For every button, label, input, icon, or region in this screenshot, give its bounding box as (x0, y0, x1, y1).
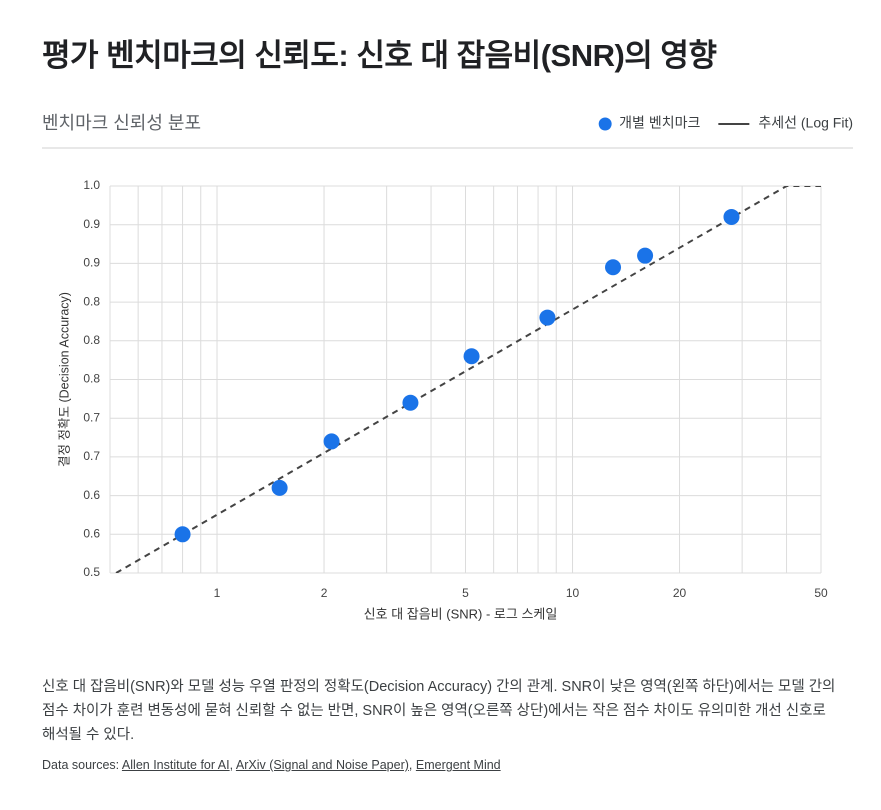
data-point (463, 348, 480, 365)
data-point (271, 479, 288, 496)
chart: 벤치마크 신뢰성 분포 0.5 0.6 0.6 0.7 0.7 0.8 0.8 0.8 0.9 0.… (42, 113, 853, 621)
data-point (402, 394, 419, 411)
y-tick-label: 0.8 (83, 333, 100, 347)
y-tick-label: 1.0 (83, 178, 100, 192)
source-link[interactable]: Emergent Mind (415, 758, 501, 772)
x-tick-label: 2 (321, 586, 328, 600)
x-tick-label: 5 (462, 586, 469, 600)
data-point (174, 526, 191, 543)
source-link[interactable]: ArXiv (Signal and Noise Paper) (235, 758, 409, 772)
sources-label: Data sources: (42, 758, 120, 772)
data-point (605, 259, 622, 276)
y-tick-label: 0.6 (83, 526, 100, 540)
x-axis-label: 신호 대 잡음비 (SNR) - 로그 스케일 (364, 606, 558, 621)
sources: Data sources: Allen Institute for AI, Ar… (42, 758, 501, 772)
data-point (723, 208, 740, 225)
y-tick-label: 0.6 (83, 488, 100, 502)
y-tick-label: 0.7 (83, 449, 100, 463)
data-point (323, 433, 340, 450)
y-tick-label: 0.7 (83, 410, 100, 424)
chart-title: 평가 벤치마크의 신뢰도: 신호 대 잡음비(SNR)의 영향 (42, 38, 717, 73)
x-tick-label: 20 (673, 586, 687, 600)
separator: , (408, 758, 413, 772)
y-axis-label: 결정 정확도 (Decision Accuracy) (57, 292, 71, 467)
y-tick-label: 0.9 (83, 217, 100, 231)
x-tick-label: 1 (214, 586, 221, 600)
caption: 신호 대 잡음비(SNR)와 모델 성능 우열 판정의 정확도(Decision… (42, 679, 836, 743)
source-link[interactable]: Allen Institute for AI (121, 758, 230, 772)
x-tick-label: 10 (566, 586, 580, 600)
legend-marker (598, 117, 612, 131)
separator: , (229, 758, 234, 772)
y-tick-label: 0.5 (83, 565, 100, 579)
subtitle: 벤치마크 신뢰성 분포 (42, 113, 201, 133)
y-tick-label: 0.8 (83, 294, 100, 308)
legend-label: 개별 벤치마크 (619, 115, 700, 131)
legend-label: 추세선 (Log Fit) (758, 115, 853, 131)
trend-line (115, 186, 821, 573)
x-tick-label: 50 (814, 586, 828, 600)
y-tick-label: 0.8 (83, 372, 100, 386)
data-point (637, 247, 654, 264)
y-tick-label: 0.9 (83, 256, 100, 270)
data-point (539, 309, 556, 326)
